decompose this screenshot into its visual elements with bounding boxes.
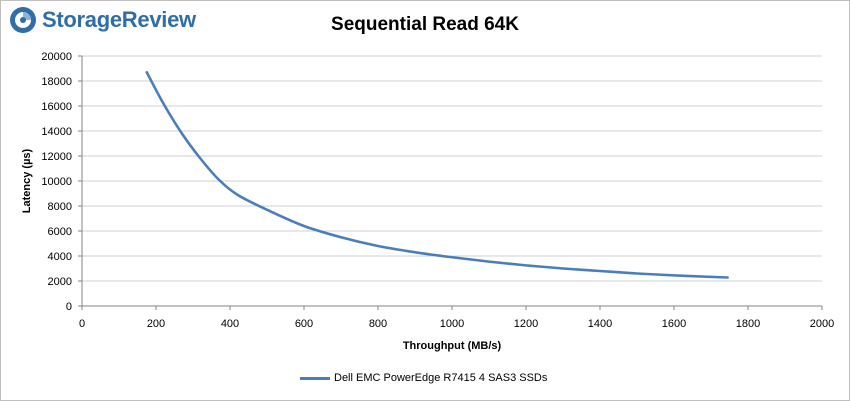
y-tick-label: 4000 (48, 251, 72, 263)
y-tick-label: 0 (66, 301, 72, 313)
x-tick-label: 1600 (662, 318, 686, 330)
x-tick-label: 1400 (588, 318, 612, 330)
y-tick-label: 16000 (41, 101, 72, 113)
chart-title: Sequential Read 64K (331, 14, 519, 35)
y-axis-title: Latency (µs) (21, 148, 33, 213)
axes (78, 55, 823, 310)
gridlines (82, 55, 822, 282)
y-tick-label: 20000 (41, 51, 72, 63)
storagereview-logo-icon (10, 7, 36, 33)
x-axis-title: Throughput (MB/s) (403, 340, 502, 352)
brand-name: StorageReview (42, 7, 196, 32)
x-tick-label: 600 (295, 318, 313, 330)
y-tick-label: 12000 (41, 151, 72, 163)
brand-logo: StorageReview (8, 4, 196, 36)
x-tick-label: 2000 (810, 318, 834, 330)
y-tick-label: 18000 (41, 76, 72, 88)
legend-label: Dell EMC PowerEdge R7415 4 SAS3 SSDs (334, 372, 548, 384)
y-tick-label: 6000 (48, 226, 72, 238)
y-tick-label: 8000 (48, 201, 72, 213)
legend-swatch (300, 376, 330, 380)
series-line (145, 70, 729, 279)
x-tick-label: 1000 (440, 318, 464, 330)
legend: Dell EMC PowerEdge R7415 4 SAS3 SSDs (300, 372, 547, 384)
x-tick-label: 400 (221, 318, 239, 330)
x-tick-label: 800 (369, 318, 387, 330)
series-layer (145, 70, 729, 279)
y-tick-label: 10000 (41, 176, 72, 188)
x-tick-label: 0 (79, 318, 85, 330)
x-tick-label: 200 (147, 318, 165, 330)
y-tick-label: 2000 (48, 276, 72, 288)
x-tick-label: 1800 (736, 318, 760, 330)
tick-labels: 0200040006000800010000120001400016000180… (41, 51, 834, 330)
y-tick-label: 14000 (41, 126, 72, 138)
x-tick-label: 1200 (514, 318, 538, 330)
